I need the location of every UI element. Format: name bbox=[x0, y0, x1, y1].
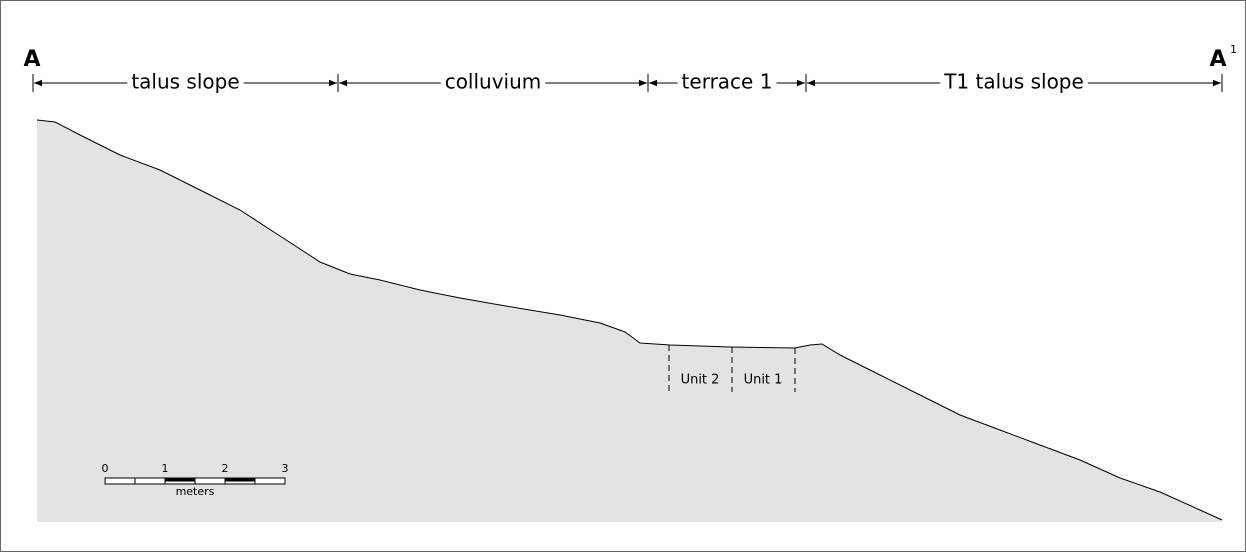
unit-boundaries bbox=[668, 345, 796, 392]
scale-bar bbox=[104, 477, 286, 485]
unit-label: Unit 1 bbox=[744, 373, 783, 388]
zone-label: T1 talus slope bbox=[943, 70, 1084, 94]
section-end-sup: 1 bbox=[1230, 43, 1237, 56]
ground-profile bbox=[37, 120, 1222, 522]
scale-tick: 3 bbox=[282, 462, 289, 475]
unit-label: Unit 2 bbox=[681, 373, 720, 388]
scale-tick: 1 bbox=[162, 462, 169, 475]
zone-label: colluvium bbox=[445, 70, 542, 94]
zone-ticks bbox=[32, 74, 1223, 92]
ground-surface bbox=[36, 119, 1223, 521]
scale-unit: meters bbox=[176, 485, 215, 498]
scale-tick: 2 bbox=[222, 462, 229, 475]
zone-label: talus slope bbox=[131, 70, 239, 94]
section-end: A bbox=[1209, 47, 1226, 72]
section-start: A bbox=[23, 47, 40, 72]
scale-tick: 0 bbox=[102, 462, 109, 475]
zone-label: terrace 1 bbox=[682, 70, 773, 94]
